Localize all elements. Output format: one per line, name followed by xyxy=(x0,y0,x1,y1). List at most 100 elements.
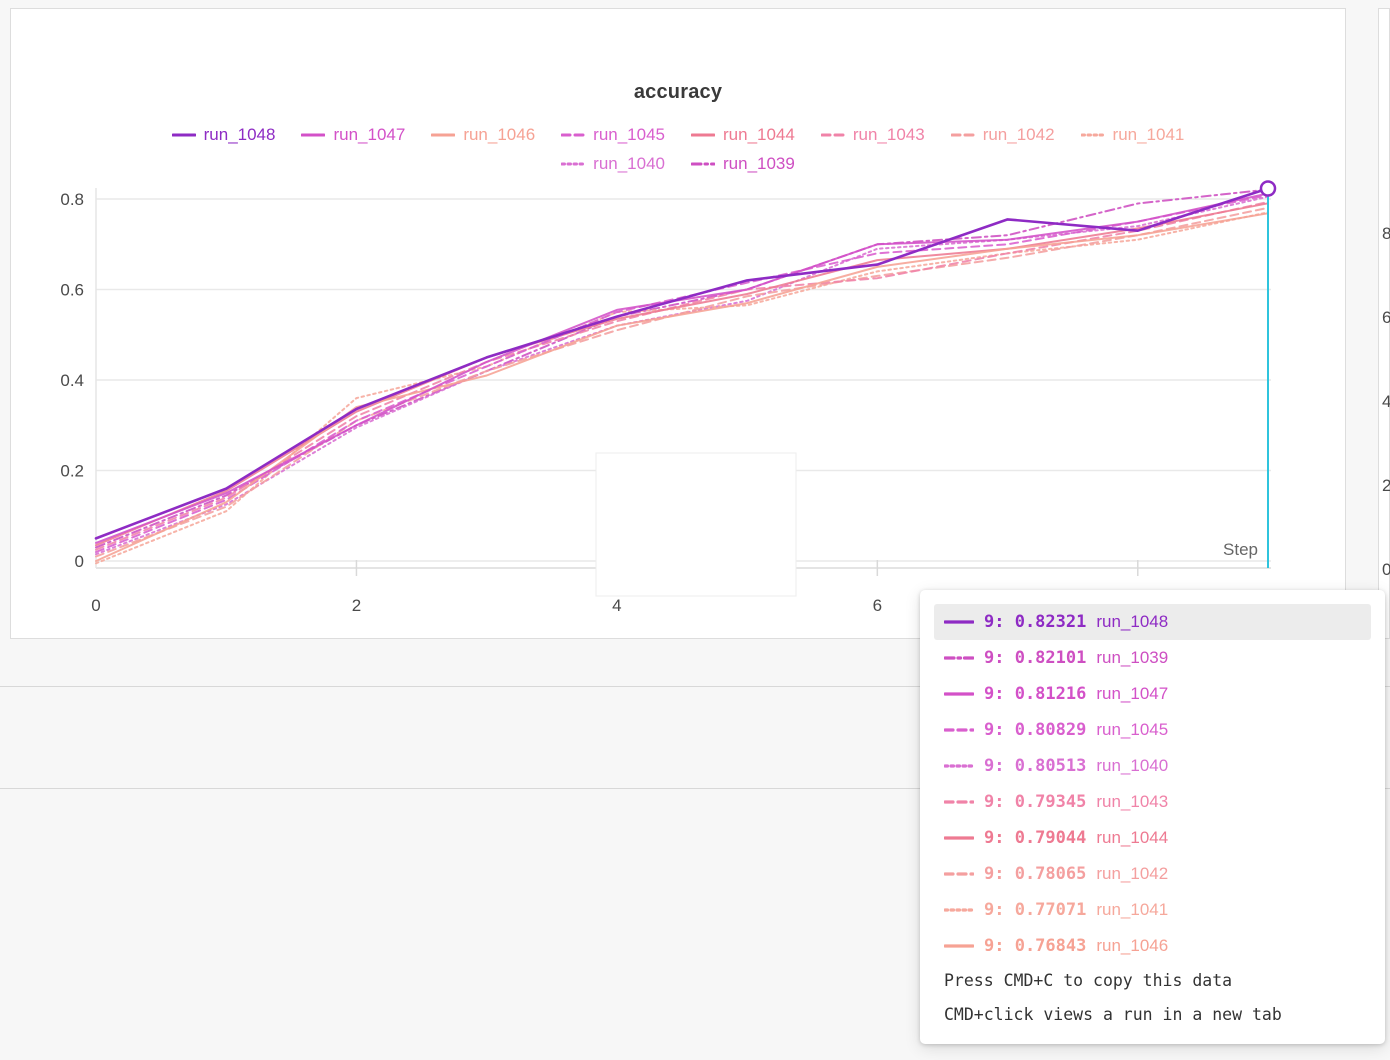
adjacent-y-tick-label: 6 xyxy=(1382,308,1390,327)
accuracy-line-chart[interactable]: 0 0.2 0.4 0.6 0.8 0 2 4 6 Step xyxy=(11,9,1345,638)
tooltip-run-name: run_1042 xyxy=(1096,864,1169,883)
tooltip-row-run_1045[interactable]: 9: 0.80829 run_1045 xyxy=(934,712,1371,748)
legend-label: run_1039 xyxy=(723,154,795,173)
legend-label: run_1045 xyxy=(593,125,665,144)
legend-row: run_1040 run_1039 xyxy=(561,150,795,178)
tooltip-hint-copy: Press CMD+C to copy this data xyxy=(944,971,1233,990)
x-tick-label: 4 xyxy=(612,596,621,615)
legend-label: run_1040 xyxy=(593,154,665,173)
adjacent-y-tick-label: 0 xyxy=(1382,560,1390,579)
legend-line-swatch xyxy=(944,728,974,732)
tooltip-value: 9: 0.78065 xyxy=(984,864,1087,884)
legend-line-swatch xyxy=(944,620,974,624)
tooltip-value: 9: 0.82101 xyxy=(984,648,1087,668)
legend-item-run_1047[interactable]: run_1047 xyxy=(301,125,405,145)
y-tick-label: 0.6 xyxy=(60,281,84,300)
chart-title: accuracy xyxy=(633,81,723,103)
legend-line-swatch xyxy=(944,800,974,804)
tooltip-run-name: run_1040 xyxy=(1096,756,1169,775)
tooltip-run-name: run_1041 xyxy=(1096,900,1169,919)
tooltip-hint-open: CMD+click views a run in a new tab xyxy=(944,1005,1282,1024)
section-divider xyxy=(0,686,1390,687)
legend-line-swatch xyxy=(1080,133,1105,137)
legend-item-run_1041[interactable]: run_1041 xyxy=(1080,125,1185,145)
series-line-run_1048 xyxy=(94,187,1270,540)
tooltip-row-run_1048[interactable]: 9: 0.82321 run_1048 xyxy=(934,604,1371,640)
legend-line-swatch xyxy=(820,133,845,137)
tooltip-run-name: run_1047 xyxy=(1096,684,1169,703)
tooltip-value: 9: 0.79345 xyxy=(984,792,1087,812)
legend-item-run_1040[interactable]: run_1040 xyxy=(561,154,665,174)
chart-tooltip: 9: 0.82321 run_1048 9: 0.82101 run_1039 9: 0… xyxy=(920,590,1385,1044)
tooltip-row-run_1042[interactable]: 9: 0.78065 run_1042 xyxy=(934,856,1371,892)
tooltip-value: 9: 0.76843 xyxy=(984,936,1087,956)
adjacent-y-tick-label: 8 xyxy=(1382,224,1390,243)
tooltip-row-run_1044[interactable]: 9: 0.79044 run_1044 xyxy=(934,820,1371,856)
legend-line-swatch xyxy=(950,133,975,137)
legend-line-swatch xyxy=(944,836,974,840)
chart-legend: run_1048 run_1047 run_1046 run_1045 run_1044… xyxy=(11,121,1345,178)
legend-label: run_1041 xyxy=(1112,125,1185,144)
legend-label: run_1048 xyxy=(203,125,276,144)
y-tick-label: 0.8 xyxy=(60,190,84,209)
section-divider xyxy=(0,788,1390,789)
series-line-run_1042 xyxy=(95,206,1269,558)
tooltip-run-name: run_1046 xyxy=(1096,936,1169,955)
series-line-run_1044 xyxy=(95,202,1269,547)
tooltip-value: 9: 0.81216 xyxy=(984,684,1087,704)
legend-line-swatch xyxy=(691,133,715,137)
legend-line-swatch xyxy=(691,162,715,166)
legend-line-swatch xyxy=(944,656,974,660)
tooltip-row-run_1047[interactable]: 9: 0.81216 run_1047 xyxy=(934,676,1371,712)
tooltip-row-run_1043[interactable]: 9: 0.79345 run_1043 xyxy=(934,784,1371,820)
tooltip-run-name: run_1045 xyxy=(1096,720,1169,739)
legend-item-run_1043[interactable]: run_1043 xyxy=(820,125,925,145)
tooltip-value: 9: 0.80829 xyxy=(984,720,1087,740)
chart-panel: accuracy run_1048 run_1047 run_1046 run_104… xyxy=(10,8,1346,639)
legend-line-swatch xyxy=(431,133,456,137)
tooltip-value: 9: 0.77071 xyxy=(984,900,1087,920)
x-tick-label: 2 xyxy=(352,596,361,615)
legend-label: run_1047 xyxy=(333,125,406,144)
legend-item-run_1042[interactable]: run_1042 xyxy=(950,125,1055,145)
tooltip-run-name: run_1044 xyxy=(1096,828,1169,847)
tooltip-row-run_1041[interactable]: 9: 0.77071 run_1041 xyxy=(934,892,1371,928)
legend-line-swatch xyxy=(944,944,974,948)
tooltip-row-run_1040[interactable]: 9: 0.80513 run_1040 xyxy=(934,748,1371,784)
x-axis-title: Step xyxy=(1223,540,1258,559)
tooltip-value: 9: 0.82321 xyxy=(984,612,1087,632)
tooltip-run-name: run_1043 xyxy=(1096,792,1169,811)
tooltip-value: 9: 0.80513 xyxy=(984,756,1087,776)
legend-line-swatch xyxy=(171,133,196,137)
crosshair-marker xyxy=(1259,180,1277,197)
tooltip-row-run_1039[interactable]: 9: 0.82101 run_1039 xyxy=(934,640,1371,676)
legend-line-swatch xyxy=(944,908,974,912)
legend-item-run_1039[interactable]: run_1039 xyxy=(691,154,795,174)
tooltip-rows: 9: 0.82321 run_1048 9: 0.82101 run_1039 9: 0… xyxy=(934,604,1371,964)
legend-row: run_1048 run_1047 run_1046 run_1045 run_1044… xyxy=(171,121,1185,149)
y-tick-label: 0 xyxy=(75,552,84,571)
adjacent-y-tick-label: 4 xyxy=(1382,392,1390,411)
adjacent-chart-sliver: 8 6 4 2 0 xyxy=(1378,8,1390,639)
legend-line-swatch xyxy=(944,764,974,768)
legend-line-swatch xyxy=(561,133,586,137)
y-tick-label: 0.2 xyxy=(60,462,84,481)
tooltip-value: 9: 0.79044 xyxy=(984,828,1087,848)
hover-box xyxy=(595,452,797,597)
legend-item-run_1044[interactable]: run_1044 xyxy=(691,125,795,145)
legend-label: run_1042 xyxy=(982,125,1055,144)
series-line-run_1046 xyxy=(95,212,1269,562)
legend-item-run_1045[interactable]: run_1045 xyxy=(561,125,665,145)
legend-label: run_1044 xyxy=(723,125,795,144)
legend-line-swatch xyxy=(944,692,974,696)
legend-item-run_1046[interactable]: run_1046 xyxy=(431,125,535,145)
tooltip-run-name: run_1039 xyxy=(1096,648,1169,667)
tooltip-row-run_1046[interactable]: 9: 0.76843 run_1046 xyxy=(934,928,1371,964)
legend-item-run_1048[interactable]: run_1048 xyxy=(171,125,276,145)
adjacent-y-tick-label: 2 xyxy=(1382,476,1390,495)
legend-line-swatch xyxy=(301,133,326,137)
y-tick-label: 0.4 xyxy=(60,371,84,390)
legend-label: run_1046 xyxy=(463,125,536,144)
legend-line-swatch xyxy=(561,162,586,166)
x-tick-label: 0 xyxy=(91,596,100,615)
